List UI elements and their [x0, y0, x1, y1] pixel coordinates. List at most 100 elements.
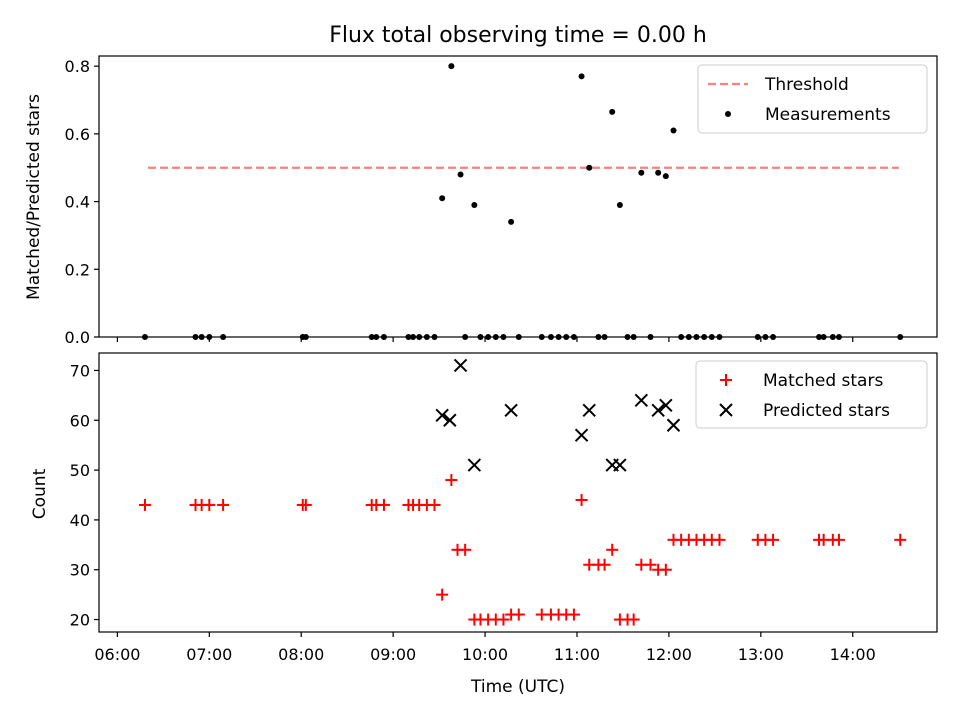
- predicted-point-3: [467, 458, 482, 472]
- bottom-xtick-label-7: 13:00: [738, 645, 784, 664]
- top-ytick-label-1: 0.2: [65, 260, 90, 279]
- predicted-point-12-b: [666, 418, 681, 432]
- bottom-ytick-label-1: 30: [70, 561, 90, 580]
- matched-point-25: [512, 608, 525, 621]
- predicted-point-8-b: [613, 458, 627, 472]
- predicted-point-4-b: [504, 403, 518, 418]
- matched-point-57: [894, 533, 907, 546]
- predicted-point-5-b: [574, 428, 589, 442]
- bottom-ytick-label-3: 50: [70, 461, 90, 480]
- matched-point-38: [627, 613, 640, 626]
- bottom-ytick-label-4: 60: [70, 411, 90, 430]
- bottom-xtick-label-1: 07:00: [186, 645, 232, 664]
- measurement-point-4: [508, 218, 515, 225]
- predicted-point-6: [582, 403, 596, 418]
- measurement-point-1: [448, 63, 455, 70]
- matched-point-52: [767, 533, 780, 546]
- measurement-point-6: [586, 164, 593, 171]
- measurement-point-7: [609, 108, 616, 115]
- bottom-xlabel: Time (UTC): [470, 677, 565, 697]
- top-legend: Threshold Measurements: [697, 64, 928, 134]
- legend-predicted-label: Predicted stars: [763, 401, 890, 421]
- predicted-point-11-b: [659, 398, 673, 413]
- bottom-ylabel: Count: [30, 468, 50, 519]
- predicted-point-10: [651, 403, 665, 418]
- legend-predicted-swatch-b: [719, 403, 733, 417]
- predicted-point-1-b: [443, 413, 457, 427]
- measurement-point-5: [578, 73, 585, 80]
- bottom-xtick-label-0: 06:00: [94, 645, 140, 664]
- top-ytick-label-3: 0.6: [65, 125, 90, 144]
- legend-matched-label: Matched stars: [763, 371, 883, 391]
- matched-point-31: [575, 493, 588, 506]
- predicted-point-0: [435, 408, 449, 422]
- bottom-xtick-label-2: 08:00: [278, 645, 324, 664]
- matched-point-40: [644, 558, 657, 571]
- matched-point-4: [217, 498, 230, 511]
- bottom-xtick-label-6: 12:00: [646, 645, 692, 664]
- top-axes-frame: [98, 55, 938, 338]
- predicted-point-2-b: [453, 358, 468, 373]
- measurement-point-10: [655, 169, 662, 176]
- predicted-point-4: [504, 403, 518, 418]
- matched-point-16: [445, 474, 458, 487]
- matched-point-6: [299, 498, 312, 511]
- matched-point-9: [377, 498, 390, 511]
- matched-point-35: [606, 543, 619, 556]
- matched-point-49: [713, 533, 726, 546]
- predicted-point-2: [453, 358, 468, 373]
- top-ytick-label-4: 0.8: [65, 57, 90, 76]
- bottom-ytick-label-2: 40: [70, 511, 90, 530]
- predicted-point-9-b: [634, 393, 649, 408]
- bottom-xtick-label-4: 10:00: [462, 645, 508, 664]
- matched-point-42: [659, 563, 672, 576]
- legend-measurements-label: Measurements: [765, 105, 891, 125]
- bottom-ytick-label-5: 70: [70, 361, 90, 380]
- measurement-point-9: [638, 169, 645, 176]
- top-ytick-label-0: 0.0: [65, 328, 90, 347]
- legend-matched-swatch: [720, 374, 732, 386]
- bottom-xtick-label-3: 09:00: [370, 645, 416, 664]
- measurement-point-3: [471, 201, 478, 208]
- predicted-point-11: [659, 398, 673, 413]
- matched-point-3: [203, 498, 216, 511]
- measurement-point-0: [439, 195, 446, 202]
- bottom-xtick-label-5: 11:00: [554, 645, 600, 664]
- predicted-point-5: [574, 428, 589, 442]
- matched-point-18: [459, 543, 472, 556]
- matched-point-15: [436, 588, 449, 601]
- bottom-axes-frame: [98, 352, 938, 633]
- measurement-point-8: [616, 201, 623, 208]
- bottom-legend-box: [695, 360, 928, 429]
- top-legend-box: [697, 64, 928, 134]
- legend-threshold-label: Threshold: [764, 75, 849, 95]
- predicted-point-0-b: [435, 408, 449, 422]
- predicted-point-8: [613, 458, 627, 472]
- matched-point-56: [832, 533, 845, 546]
- measurement-point-2: [457, 171, 464, 178]
- matched-point-34: [598, 558, 611, 571]
- legend-predicted-swatch: [719, 403, 733, 417]
- matched-point-0: [138, 498, 151, 511]
- bottom-legend: Matched stars Predicted stars: [695, 360, 928, 429]
- matched-point-23: [497, 613, 510, 626]
- bottom-xtick-label-8: 14:00: [830, 645, 876, 664]
- bottom-panel: Count Time (UTC) 20 30 40 50 60 70 06:00 07:00 0…: [30, 352, 938, 697]
- predicted-point-6-b: [582, 403, 596, 418]
- bottom-ytick-label-0: 20: [70, 611, 90, 630]
- matched-point-30: [567, 608, 580, 621]
- measurement-point-11: [662, 173, 669, 180]
- predicted-point-9: [634, 393, 649, 408]
- top-ylabel: Matched/Predicted stars: [24, 94, 44, 300]
- predicted-point-1: [443, 413, 457, 427]
- measurement-point-12: [670, 127, 677, 134]
- predicted-point-10-b: [651, 403, 665, 418]
- top-ytick-label-2: 0.4: [65, 193, 90, 212]
- predicted-point-3-b: [467, 458, 482, 472]
- legend-measurements-swatch: [725, 111, 731, 117]
- predicted-point-12: [666, 418, 681, 432]
- matched-point-14: [428, 498, 441, 511]
- top-panel: Matched/Predicted stars 0.0 0.2 0.4 0.6 0.8 T…: [24, 55, 938, 347]
- figure-title: Flux total observing time = 0.00 h: [329, 23, 707, 48]
